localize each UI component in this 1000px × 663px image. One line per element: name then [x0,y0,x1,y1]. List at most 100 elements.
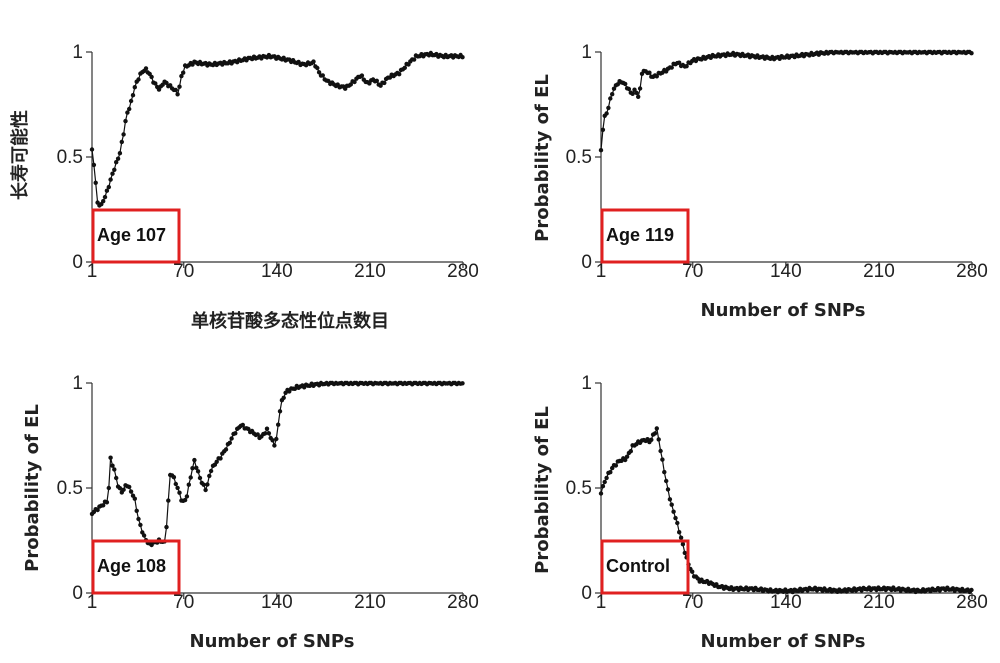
x-tick-label: 280 [447,592,479,613]
data-point [402,65,407,71]
data-point [175,92,180,97]
data-point [141,533,147,538]
data-point [195,469,201,474]
data-point [665,487,671,492]
data-point [143,66,149,71]
data-point [281,395,286,400]
x-tick-label: 70 [682,592,703,613]
ylabel-0: 长寿可能性 [9,110,31,200]
data-point [669,502,674,507]
data-point [684,63,689,69]
data-point [156,87,162,92]
x-tick-label: 70 [173,261,194,282]
panel-label: Age 108 [97,556,166,576]
xlabel-0: 单核苷酸多态性位点数目 [191,310,389,332]
data-point [229,436,234,441]
y-tick-label: 0.5 [57,147,83,168]
data-point [680,542,686,547]
y-tick-label: 1 [72,373,83,394]
y-tick-label: 0.5 [566,478,592,499]
xlabel-3: Number of SNPs [701,631,866,652]
data-point [611,86,617,91]
data-point [119,139,125,145]
data-point [598,491,604,496]
data-point [121,132,126,137]
data-point [637,86,643,91]
data-point [136,516,141,522]
data-point [127,106,132,112]
data-point [188,475,193,480]
y-tick-label: 0 [72,583,83,604]
data-point [397,72,402,77]
data-point [106,485,112,491]
data-point [128,98,134,104]
data-point [374,78,379,84]
data-point [682,550,687,556]
data-point [669,65,674,70]
x-tick-label: 140 [770,261,802,282]
y-tick-label: 1 [581,373,592,394]
y-tick-label: 0.5 [57,478,83,499]
data-point [114,160,119,165]
data-point [173,87,178,93]
x-tick-label: 1 [87,261,98,282]
data-point [104,500,110,505]
data-point [678,535,684,540]
data-point [624,454,630,459]
data-point [613,463,619,468]
data-point [460,381,465,386]
data-point [460,55,465,60]
panel-label: Age 119 [606,225,674,245]
data-point [623,457,628,463]
x-tick-label: 1 [596,592,607,613]
data-point [184,494,190,499]
data-point [223,447,229,452]
data-point [123,118,128,124]
x-tick-label: 210 [354,261,386,282]
data-point [125,110,130,115]
data-point [969,51,974,56]
data-point [132,85,137,90]
x-tick-label: 280 [956,592,988,613]
data-point [115,156,121,161]
series-line [91,52,463,207]
data-point [634,90,639,96]
data-point [654,426,659,431]
y-tick-label: 0.5 [566,147,592,168]
data-point [652,431,658,436]
data-point [205,482,210,487]
data-point [255,432,260,437]
data-point [110,171,115,176]
xlabel-1: Number of SNPs [701,300,866,321]
data-point [171,475,177,480]
x-tick-label: 210 [354,592,386,613]
panel-age-119: Probability of EL Number of SNPs 0 0.5 1 1 7… [532,42,988,321]
x-tick-label: 1 [596,261,607,282]
data-point [382,80,387,86]
x-tick-label: 210 [863,592,895,613]
xlabel-2: Number of SNPs [190,631,355,652]
data-point [108,177,113,182]
data-point [359,73,365,78]
data-point [675,520,680,526]
label-box [91,539,181,595]
data-point [610,92,615,97]
data-point [266,431,272,436]
data-point [654,74,659,79]
data-point [352,79,357,85]
data-point [690,569,695,574]
data-point [315,65,320,71]
data-point [272,443,277,448]
data-point [227,440,232,445]
data-point [218,456,223,461]
x-tick-label: 140 [261,592,293,613]
x-tick-label: 1 [87,592,98,613]
y-tick-label: 0 [581,252,592,273]
data-point [658,448,663,454]
data-point [262,431,268,436]
data-point [112,167,117,172]
data-point [112,467,117,472]
data-point [190,466,195,471]
data-point [274,436,279,442]
